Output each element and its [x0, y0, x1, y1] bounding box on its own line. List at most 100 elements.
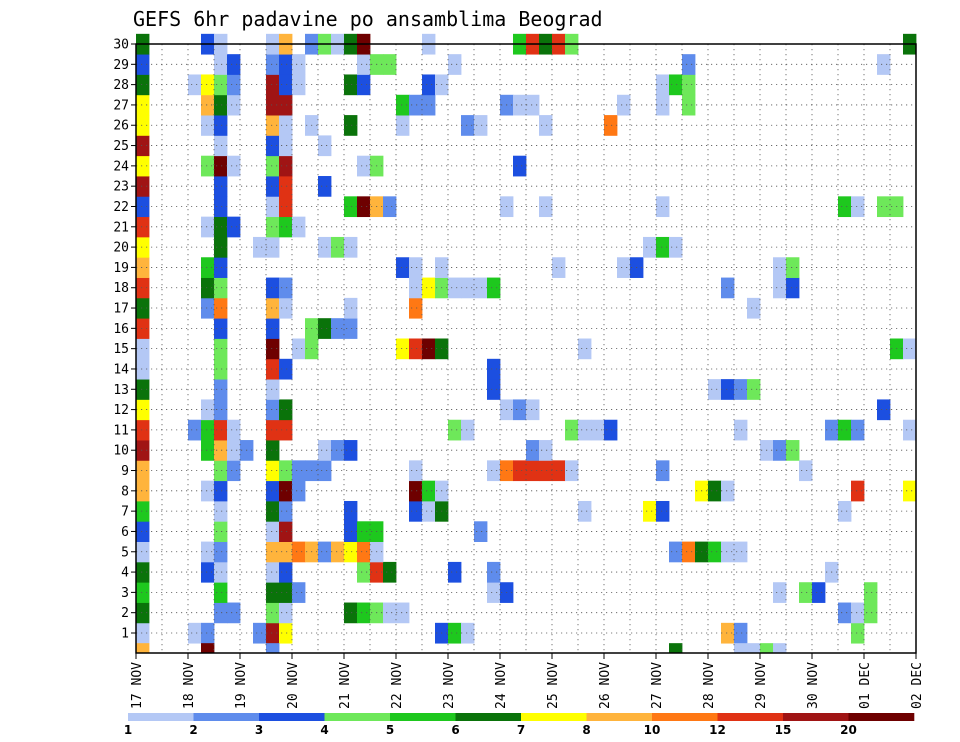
y-tick-label: 29 — [113, 58, 129, 73]
colorbar-label: 12 — [709, 723, 726, 737]
precip-cell — [513, 460, 527, 482]
precip-cell — [214, 500, 228, 522]
grid-lines — [136, 44, 916, 653]
precip-cell — [279, 582, 293, 603]
precip-cell — [812, 582, 826, 603]
x-tick-label: 20 NOV — [286, 662, 301, 709]
precip-cell — [682, 94, 696, 116]
precip-cell — [227, 440, 241, 461]
precip-cell — [331, 541, 345, 563]
precip-cell — [318, 135, 332, 157]
precip-cell — [266, 135, 280, 157]
precip-cell — [266, 643, 280, 653]
precip-cell — [422, 480, 436, 502]
precip-cell — [266, 622, 280, 644]
precip-cell — [539, 196, 553, 218]
precip-cell — [851, 196, 865, 218]
precip-cell — [708, 541, 722, 563]
precip-cell — [721, 480, 735, 502]
precip-cell — [617, 94, 631, 116]
precip-cell — [136, 94, 150, 116]
colorbar-swatch — [848, 713, 915, 721]
precip-cell — [734, 541, 748, 563]
precip-cell — [227, 460, 241, 482]
precip-cell — [487, 561, 501, 583]
precip-cell — [227, 54, 241, 75]
precip-cell — [214, 602, 228, 624]
precip-cell — [396, 602, 410, 624]
precip-cell — [578, 419, 592, 441]
precip-cell — [188, 622, 202, 644]
precip-cell — [136, 460, 150, 482]
precip-cell — [214, 277, 228, 299]
y-tick-label: 27 — [113, 98, 129, 113]
precip-cell — [578, 338, 592, 360]
precip-cell — [227, 419, 241, 441]
precip-cell — [617, 257, 631, 278]
precip-cell — [786, 257, 800, 278]
precip-cell — [214, 338, 228, 360]
x-tick-label: 23 NOV — [442, 662, 457, 709]
precip-cell — [266, 338, 280, 360]
precip-cell — [266, 379, 280, 400]
precip-cell — [201, 541, 215, 563]
precip-cell — [487, 379, 501, 400]
precip-cell — [279, 480, 293, 502]
precip-cell — [214, 318, 228, 339]
precip-cell — [344, 541, 358, 563]
precip-cell — [318, 541, 332, 563]
precip-cell — [227, 155, 241, 177]
precip-cell — [903, 419, 917, 441]
precip-cell — [214, 176, 228, 197]
precip-cell — [552, 257, 566, 278]
precip-cell — [357, 196, 371, 218]
precip-cell — [903, 338, 917, 360]
precip-cell — [513, 399, 527, 421]
precip-cell — [656, 74, 670, 96]
precip-cell — [383, 602, 397, 624]
precip-cell — [513, 94, 527, 116]
precip-cell — [266, 480, 280, 502]
precip-cell — [851, 480, 865, 502]
precip-cell — [513, 155, 527, 177]
colorbar-swatch — [521, 713, 587, 721]
precip-cell — [357, 54, 371, 75]
precip-cell — [474, 521, 488, 542]
precip-cell — [136, 115, 150, 136]
precip-cell — [279, 521, 293, 542]
precip-cell — [448, 561, 462, 583]
colorbar-label: 7 — [517, 723, 525, 737]
colorbar: 1 2 3 4 5 6 7 8 10 12 15 20 — [124, 713, 915, 737]
precip-cell — [721, 379, 735, 400]
precip-cell — [357, 74, 371, 96]
colorbar-label: 6 — [451, 723, 459, 737]
precip-cell — [292, 541, 306, 563]
precip-cell — [357, 561, 371, 583]
precip-cell — [539, 460, 553, 482]
precip-cell — [422, 94, 436, 116]
precip-cell — [266, 419, 280, 441]
precip-cell — [279, 399, 293, 421]
precip-cell — [136, 277, 150, 299]
y-tick-label: 13 — [113, 383, 129, 398]
precip-cell — [474, 115, 488, 136]
precip-cell — [487, 460, 501, 482]
precip-cell — [136, 236, 150, 258]
precip-cell — [604, 115, 618, 136]
y-tick-label: 3 — [121, 586, 129, 601]
precip-cell — [396, 115, 410, 136]
precip-cell — [266, 541, 280, 563]
precip-cell — [318, 460, 332, 482]
y-tick-label: 8 — [121, 484, 129, 499]
precip-cell — [136, 216, 150, 238]
colorbar-swatch — [717, 713, 784, 721]
precip-cell — [656, 196, 670, 218]
precip-cell — [747, 379, 761, 400]
precip-cell — [266, 94, 280, 116]
precip-cell — [734, 622, 748, 644]
precip-cell — [682, 541, 696, 563]
precip-cell — [266, 399, 280, 421]
precip-cell — [344, 74, 358, 96]
precip-cell — [643, 500, 657, 522]
